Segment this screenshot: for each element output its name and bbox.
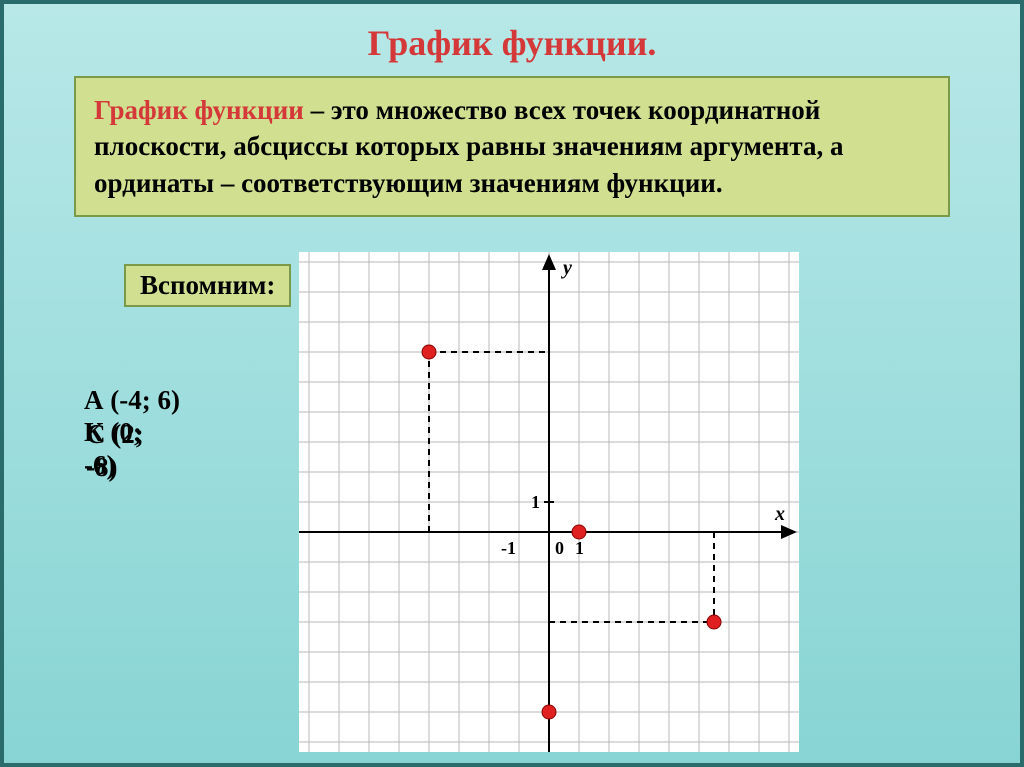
- svg-text:0: 0: [555, 538, 564, 558]
- svg-text:x: x: [774, 503, 785, 525]
- svg-text:y: y: [561, 257, 572, 279]
- definition-box: График функции – это множество всех точе…: [74, 76, 950, 217]
- slide-container: График функции. График функции – это мно…: [0, 0, 1024, 767]
- page-title: График функции.: [4, 4, 1020, 76]
- points-labels: А (-4; 6) К (0; -6) С (2; -8): [84, 384, 180, 416]
- svg-text:-1: -1: [501, 538, 516, 558]
- point-label-a: А (-4; 6): [84, 384, 180, 416]
- definition-term: График функции: [94, 95, 304, 125]
- point-label-c: С (2; -8): [86, 418, 180, 483]
- svg-text:1: 1: [575, 538, 584, 558]
- coordinate-chart: y x 1 1 -1 0: [299, 252, 799, 752]
- recall-label: Вспомним:: [124, 264, 291, 307]
- svg-text:1: 1: [531, 492, 540, 512]
